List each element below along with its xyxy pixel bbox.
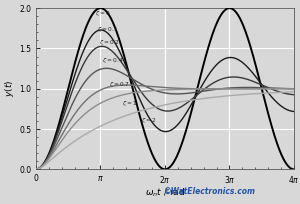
Text: $\zeta=2$: $\zeta=2$ (141, 116, 156, 125)
X-axis label: $\omega_n t$ / rad: $\omega_n t$ / rad (145, 187, 185, 199)
Text: $\zeta=0.2$: $\zeta=0.2$ (99, 38, 119, 47)
Y-axis label: $y(t)$: $y(t)$ (3, 80, 16, 97)
Text: $\zeta=0.1$: $\zeta=0.1$ (97, 26, 118, 34)
Text: $\zeta=0.7$: $\zeta=0.7$ (109, 80, 130, 89)
Text: $\zeta=0.4$: $\zeta=0.4$ (102, 56, 123, 65)
Text: ©WatElectronics.com: ©WatElectronics.com (164, 187, 256, 196)
Text: $\zeta=0$: $\zeta=0$ (94, 9, 110, 18)
Text: $\zeta=1$: $\zeta=1$ (122, 99, 138, 108)
